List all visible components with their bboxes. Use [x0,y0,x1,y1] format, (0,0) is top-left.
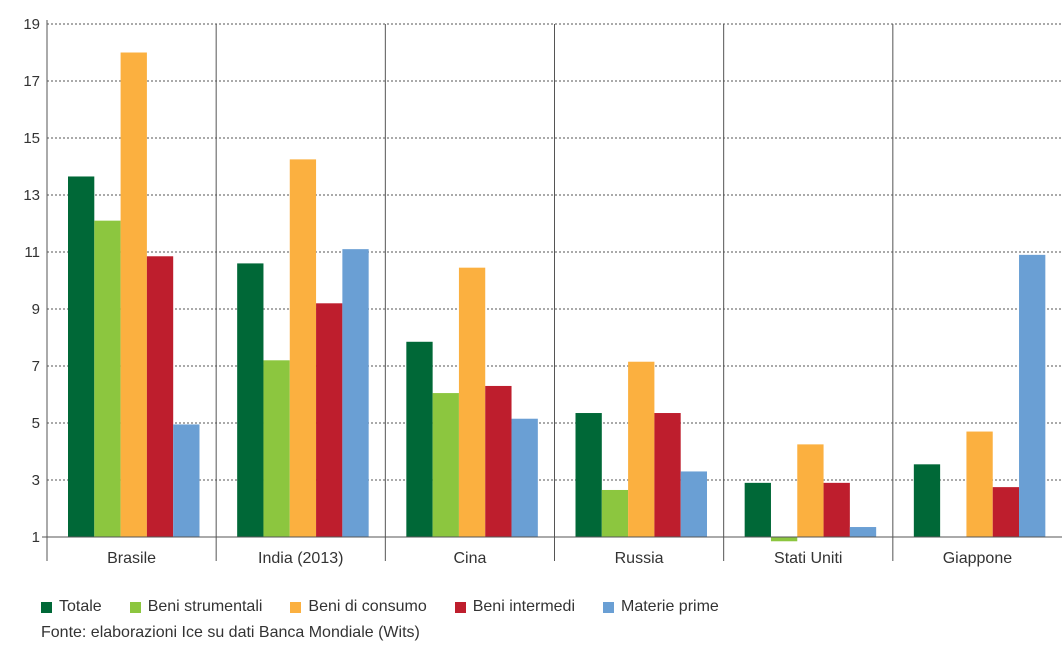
y-tick-label: 1 [32,529,40,546]
legend-item: Beni di consumo [290,598,427,616]
legend-swatch [41,601,52,613]
legend-swatch [454,601,466,613]
y-tick-label: 11 [24,244,40,261]
category-label: Cina [453,550,486,567]
category-label: Russia [615,550,664,567]
bar [406,341,433,537]
legend-item: Beni intermedi [454,598,575,616]
bar [458,267,486,537]
bar [966,431,993,537]
bar [120,52,147,537]
bar [68,176,95,537]
bar [913,464,941,537]
category-label: Giappone [943,550,1012,567]
y-tick-label: 7 [32,358,40,375]
y-tick-label: 13 [23,187,40,204]
y-tick-label: 9 [32,301,40,318]
legend-swatch [290,601,302,613]
legend-label: Beni intermedi [472,598,575,615]
category-label: Stati Uniti [774,550,842,567]
legend-label: Totale [59,598,102,615]
legend-label: Materie prime [621,598,719,615]
category-label: Brasile [107,550,156,567]
category-dividers [215,24,894,561]
category-labels: Brasile India (2013) Cina Russia Stati Uniti… [107,550,1012,567]
bar [316,303,343,537]
bar [511,418,538,537]
bar [770,537,798,542]
bar [823,482,850,537]
bar [680,471,707,537]
legend-item: Beni strumentali [129,598,263,616]
bar [628,361,655,537]
y-tick-label: 3 [32,472,40,489]
category-label: India (2013) [258,550,343,567]
bar [173,424,200,537]
legend-label: Beni strumentali [147,598,263,615]
bar [601,489,629,537]
bars [68,52,1046,542]
legend-label: Beni di consumo [308,598,427,615]
legend-item: Totale [41,598,102,616]
bar [342,249,369,537]
bar [575,413,602,537]
bar [94,220,121,537]
bar [797,444,824,537]
bar [237,263,264,537]
bar [485,385,512,537]
y-tick-label: 19 [23,16,40,33]
bar [849,527,877,537]
bar [146,256,174,537]
bar [263,360,290,537]
source-note: Fonte: elaborazioni Ice su dati Banca Mo… [41,624,420,641]
axes [42,20,1062,561]
bar [432,393,459,537]
legend-swatch [129,601,141,613]
bar [992,487,1020,537]
bar [744,482,771,537]
y-tick-label: 15 [23,130,40,147]
legend: Totale Beni strumentali Beni di consumo Ben… [41,598,747,616]
bar [289,159,317,537]
bar [654,413,681,537]
y-tick-label: 17 [23,73,40,90]
y-tick-label: 5 [32,415,40,432]
legend-item: Materie prime [603,598,719,616]
bar [1019,254,1046,537]
legend-swatch [603,601,614,613]
